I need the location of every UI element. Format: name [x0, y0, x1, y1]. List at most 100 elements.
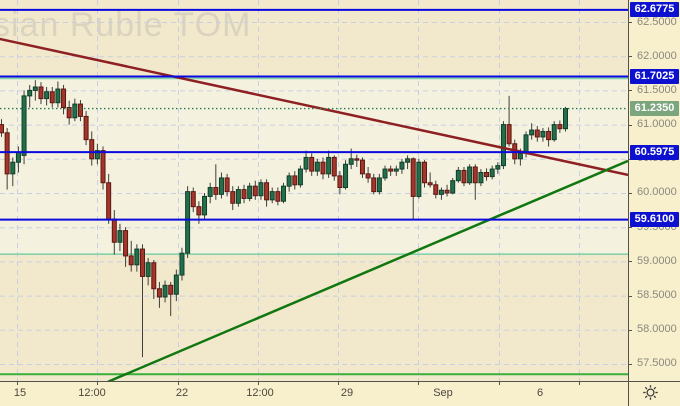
candlestick	[269, 187, 275, 204]
price-axis-label: 59.0000	[637, 254, 677, 267]
candlestick	[27, 84, 33, 108]
candlestick	[354, 154, 360, 168]
candlestick	[500, 121, 506, 170]
price-axis-tick	[628, 329, 632, 331]
chart-settings-gear-icon[interactable]	[642, 384, 659, 401]
candlestick	[309, 153, 315, 176]
time-axis-tick	[499, 381, 500, 385]
candlestick	[416, 158, 422, 199]
candlestick	[230, 186, 236, 211]
price-axis-label: 58.0000	[637, 323, 677, 336]
candlestick	[314, 158, 320, 176]
candlestick	[72, 98, 78, 122]
candlestick	[252, 180, 258, 200]
candlestick	[292, 171, 298, 190]
candlestick	[134, 244, 140, 272]
candlestick	[4, 128, 10, 190]
price-axis-tick	[628, 363, 632, 365]
time-axis-border	[0, 381, 680, 382]
time-axis-label: 15	[13, 387, 27, 399]
price-axis-label: 57.5000	[637, 357, 677, 370]
price-axis-label: 62.0000	[637, 49, 677, 62]
candlestick	[156, 281, 162, 308]
price-axis-label: 58.5000	[637, 289, 677, 302]
candlestick	[213, 164, 219, 200]
candlestick	[281, 182, 286, 204]
candlestick	[455, 167, 461, 183]
candlestick	[145, 257, 151, 286]
candlestick	[49, 86, 55, 108]
candlestick	[438, 187, 444, 200]
candlestick	[399, 158, 405, 174]
candlestick	[128, 240, 134, 272]
ascending-trendline[interactable]	[107, 159, 628, 381]
candlesticks	[0, 80, 568, 358]
time-axis-label: Sep	[433, 387, 453, 399]
candlestick	[55, 81, 61, 108]
candlestick	[258, 179, 264, 200]
candlestick	[94, 143, 100, 165]
price-axis[interactable]: 62.500062.000061.500061.000060.500060.00…	[628, 0, 680, 381]
candlestick	[162, 280, 168, 303]
price-axis-tick	[628, 56, 632, 58]
candlestick	[343, 160, 349, 190]
candlestick	[275, 187, 281, 206]
candlestick	[427, 172, 433, 188]
price-axis-label: 60.0000	[637, 186, 677, 199]
level-price-badge: 62.6775	[630, 2, 679, 18]
candlestick	[371, 173, 377, 195]
candlestick	[489, 165, 495, 180]
candlestick	[422, 160, 427, 188]
candlestick	[286, 172, 292, 192]
price-axis-label: 62.5000	[637, 15, 677, 28]
time-axis-tick	[338, 381, 339, 385]
candlestick	[77, 99, 83, 122]
time-axis-label: 29	[340, 387, 354, 399]
candlestick	[44, 86, 50, 106]
level-price-badge: 60.5975	[630, 144, 679, 160]
price-axis-tick	[628, 192, 632, 194]
candlestick	[38, 82, 44, 105]
candlestick	[21, 90, 27, 165]
candlestick	[218, 172, 224, 199]
time-axis-label: 6	[536, 387, 544, 399]
candlestick	[83, 110, 89, 146]
time-axis[interactable]: 15 12:00 22 12:00 29 Sep 6	[0, 381, 628, 406]
candlestick	[359, 157, 365, 178]
time-axis-tick	[579, 381, 580, 385]
candlestick	[365, 167, 371, 183]
price-axis-tick	[628, 22, 632, 24]
candlestick	[247, 182, 253, 202]
candlestick	[303, 150, 309, 173]
candlestick	[433, 180, 439, 199]
candlestick	[140, 244, 145, 358]
candlestick	[478, 169, 484, 187]
chart-plot-area[interactable]: sian Ruble TOM	[0, 0, 628, 381]
candlestick	[168, 281, 174, 317]
candlestick	[444, 184, 450, 197]
price-axis-tick	[628, 295, 632, 297]
candlestick	[10, 157, 16, 187]
candlestick	[151, 260, 157, 300]
candlestick	[529, 123, 535, 140]
price-axis-label: 61.0000	[637, 118, 677, 131]
time-axis-label: 12:00	[78, 387, 106, 399]
time-axis-tick	[418, 381, 419, 385]
candlestick	[202, 192, 208, 219]
candlestick-chart-canvas[interactable]	[0, 0, 628, 381]
candlestick	[235, 186, 241, 207]
level-price-badge: 59.6100	[630, 212, 679, 228]
candlestick	[376, 173, 382, 195]
candlestick	[393, 165, 399, 176]
candlestick	[32, 80, 38, 101]
candlestick	[546, 127, 552, 147]
candlestick	[173, 269, 179, 302]
candlestick	[264, 179, 270, 207]
candlestick	[506, 95, 512, 147]
candlestick	[89, 131, 95, 166]
candlestick	[207, 182, 213, 204]
candlestick	[337, 171, 343, 195]
current-price-badge: 61.2350	[630, 101, 679, 117]
candlestick	[331, 155, 337, 181]
